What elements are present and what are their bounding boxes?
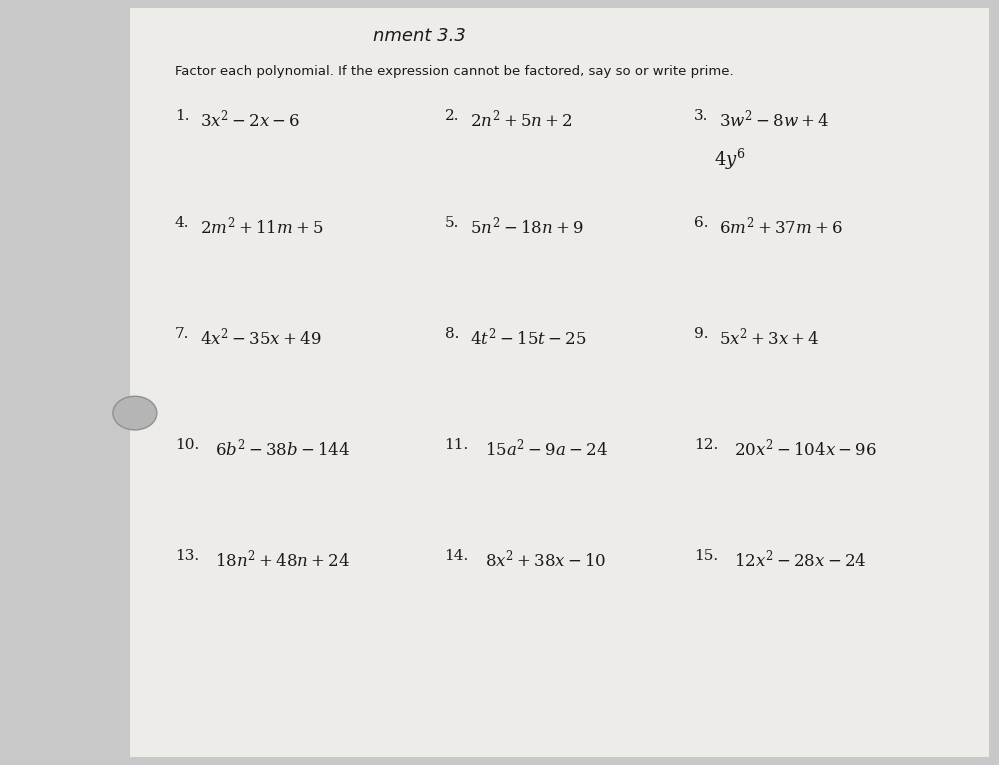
Text: $12x^2 - 28x - 24$: $12x^2 - 28x - 24$ (734, 549, 867, 571)
Text: $5x^2 + 3x + 4$: $5x^2 + 3x + 4$ (719, 327, 820, 349)
Text: $5n^2 - 18n + 9$: $5n^2 - 18n + 9$ (470, 216, 583, 238)
Text: 13.: 13. (175, 549, 199, 562)
Text: 8.: 8. (445, 327, 459, 340)
Text: 7.: 7. (175, 327, 189, 340)
Text: 3.: 3. (694, 109, 708, 122)
Text: Factor each polynomial. If the expression cannot be factored, say so or write pr: Factor each polynomial. If the expressio… (175, 65, 733, 78)
Text: $4t^2 - 15t - 25$: $4t^2 - 15t - 25$ (470, 327, 586, 349)
Text: 2.: 2. (445, 109, 460, 122)
Text: 1.: 1. (175, 109, 190, 122)
Text: $4y^6$: $4y^6$ (714, 147, 746, 172)
Text: 15.: 15. (694, 549, 718, 562)
Text: $2m^2 + 11m + 5$: $2m^2 + 11m + 5$ (200, 216, 324, 238)
Text: $2n^2 + 5n + 2$: $2n^2 + 5n + 2$ (470, 109, 572, 131)
Text: 12.: 12. (694, 438, 718, 451)
Text: $6b^2 - 38b - 144$: $6b^2 - 38b - 144$ (215, 438, 350, 460)
Text: 5.: 5. (445, 216, 459, 230)
Text: 4.: 4. (175, 216, 190, 230)
Text: 10.: 10. (175, 438, 199, 451)
Text: 11.: 11. (445, 438, 469, 451)
Text: $3w^2 - 8w + 4$: $3w^2 - 8w + 4$ (719, 109, 830, 131)
Text: 6.: 6. (694, 216, 709, 230)
Text: $3x^2 - 2x - 6$: $3x^2 - 2x - 6$ (200, 109, 301, 131)
Text: $8x^2 + 38x - 10$: $8x^2 + 38x - 10$ (485, 549, 605, 571)
Text: $20x^2 - 104x - 96$: $20x^2 - 104x - 96$ (734, 438, 877, 460)
Text: 9.: 9. (694, 327, 709, 340)
Text: nment 3.3: nment 3.3 (374, 27, 466, 45)
Text: $18n^2 + 48n + 24$: $18n^2 + 48n + 24$ (215, 549, 350, 571)
Text: 14.: 14. (445, 549, 469, 562)
Text: $4x^2 - 35x + 49$: $4x^2 - 35x + 49$ (200, 327, 322, 349)
Text: $15a^2 - 9a - 24$: $15a^2 - 9a - 24$ (485, 438, 607, 460)
Text: $6m^2 + 37m + 6$: $6m^2 + 37m + 6$ (719, 216, 843, 238)
